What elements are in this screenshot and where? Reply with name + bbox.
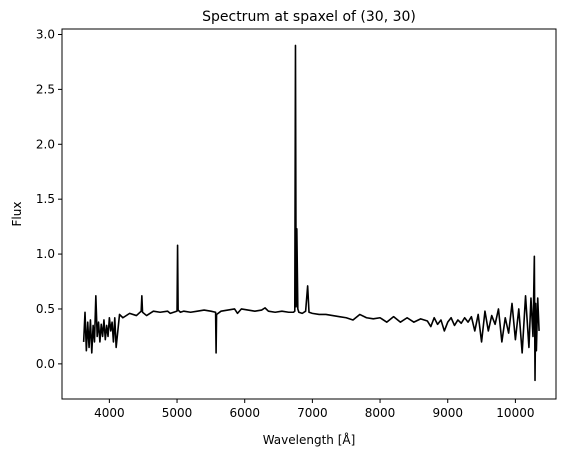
x-tick-label: 8000 xyxy=(365,406,396,420)
y-tick-label: 3.0 xyxy=(36,27,55,41)
chart-title: Spectrum at spaxel of (30, 30) xyxy=(202,9,416,25)
y-tick-label: 1.0 xyxy=(36,247,55,261)
x-tick-label: 6000 xyxy=(229,406,260,420)
x-tick-label: 7000 xyxy=(297,406,328,420)
y-axis: 0.0 0.5 1.0 1.5 2.0 2.5 3.0 xyxy=(36,27,62,371)
y-tick-label: 2.5 xyxy=(36,82,55,96)
x-axis: 4000 5000 6000 7000 8000 9000 10000 xyxy=(94,399,534,420)
x-tick-label: 4000 xyxy=(94,406,125,420)
y-axis-label: Flux xyxy=(10,202,24,227)
y-tick-label: 2.0 xyxy=(36,137,55,151)
y-tick-label: 0.0 xyxy=(36,357,55,371)
plot-area xyxy=(82,44,540,382)
x-tick-label: 9000 xyxy=(432,406,463,420)
plot-frame xyxy=(61,28,557,400)
x-tick-label: 10000 xyxy=(496,406,534,420)
y-tick-label: 1.5 xyxy=(36,192,55,206)
spectrum-line xyxy=(82,44,540,382)
x-axis-label: Wavelength [Å] xyxy=(263,432,356,447)
x-tick-label: 5000 xyxy=(162,406,193,420)
y-tick-label: 0.5 xyxy=(36,302,55,316)
